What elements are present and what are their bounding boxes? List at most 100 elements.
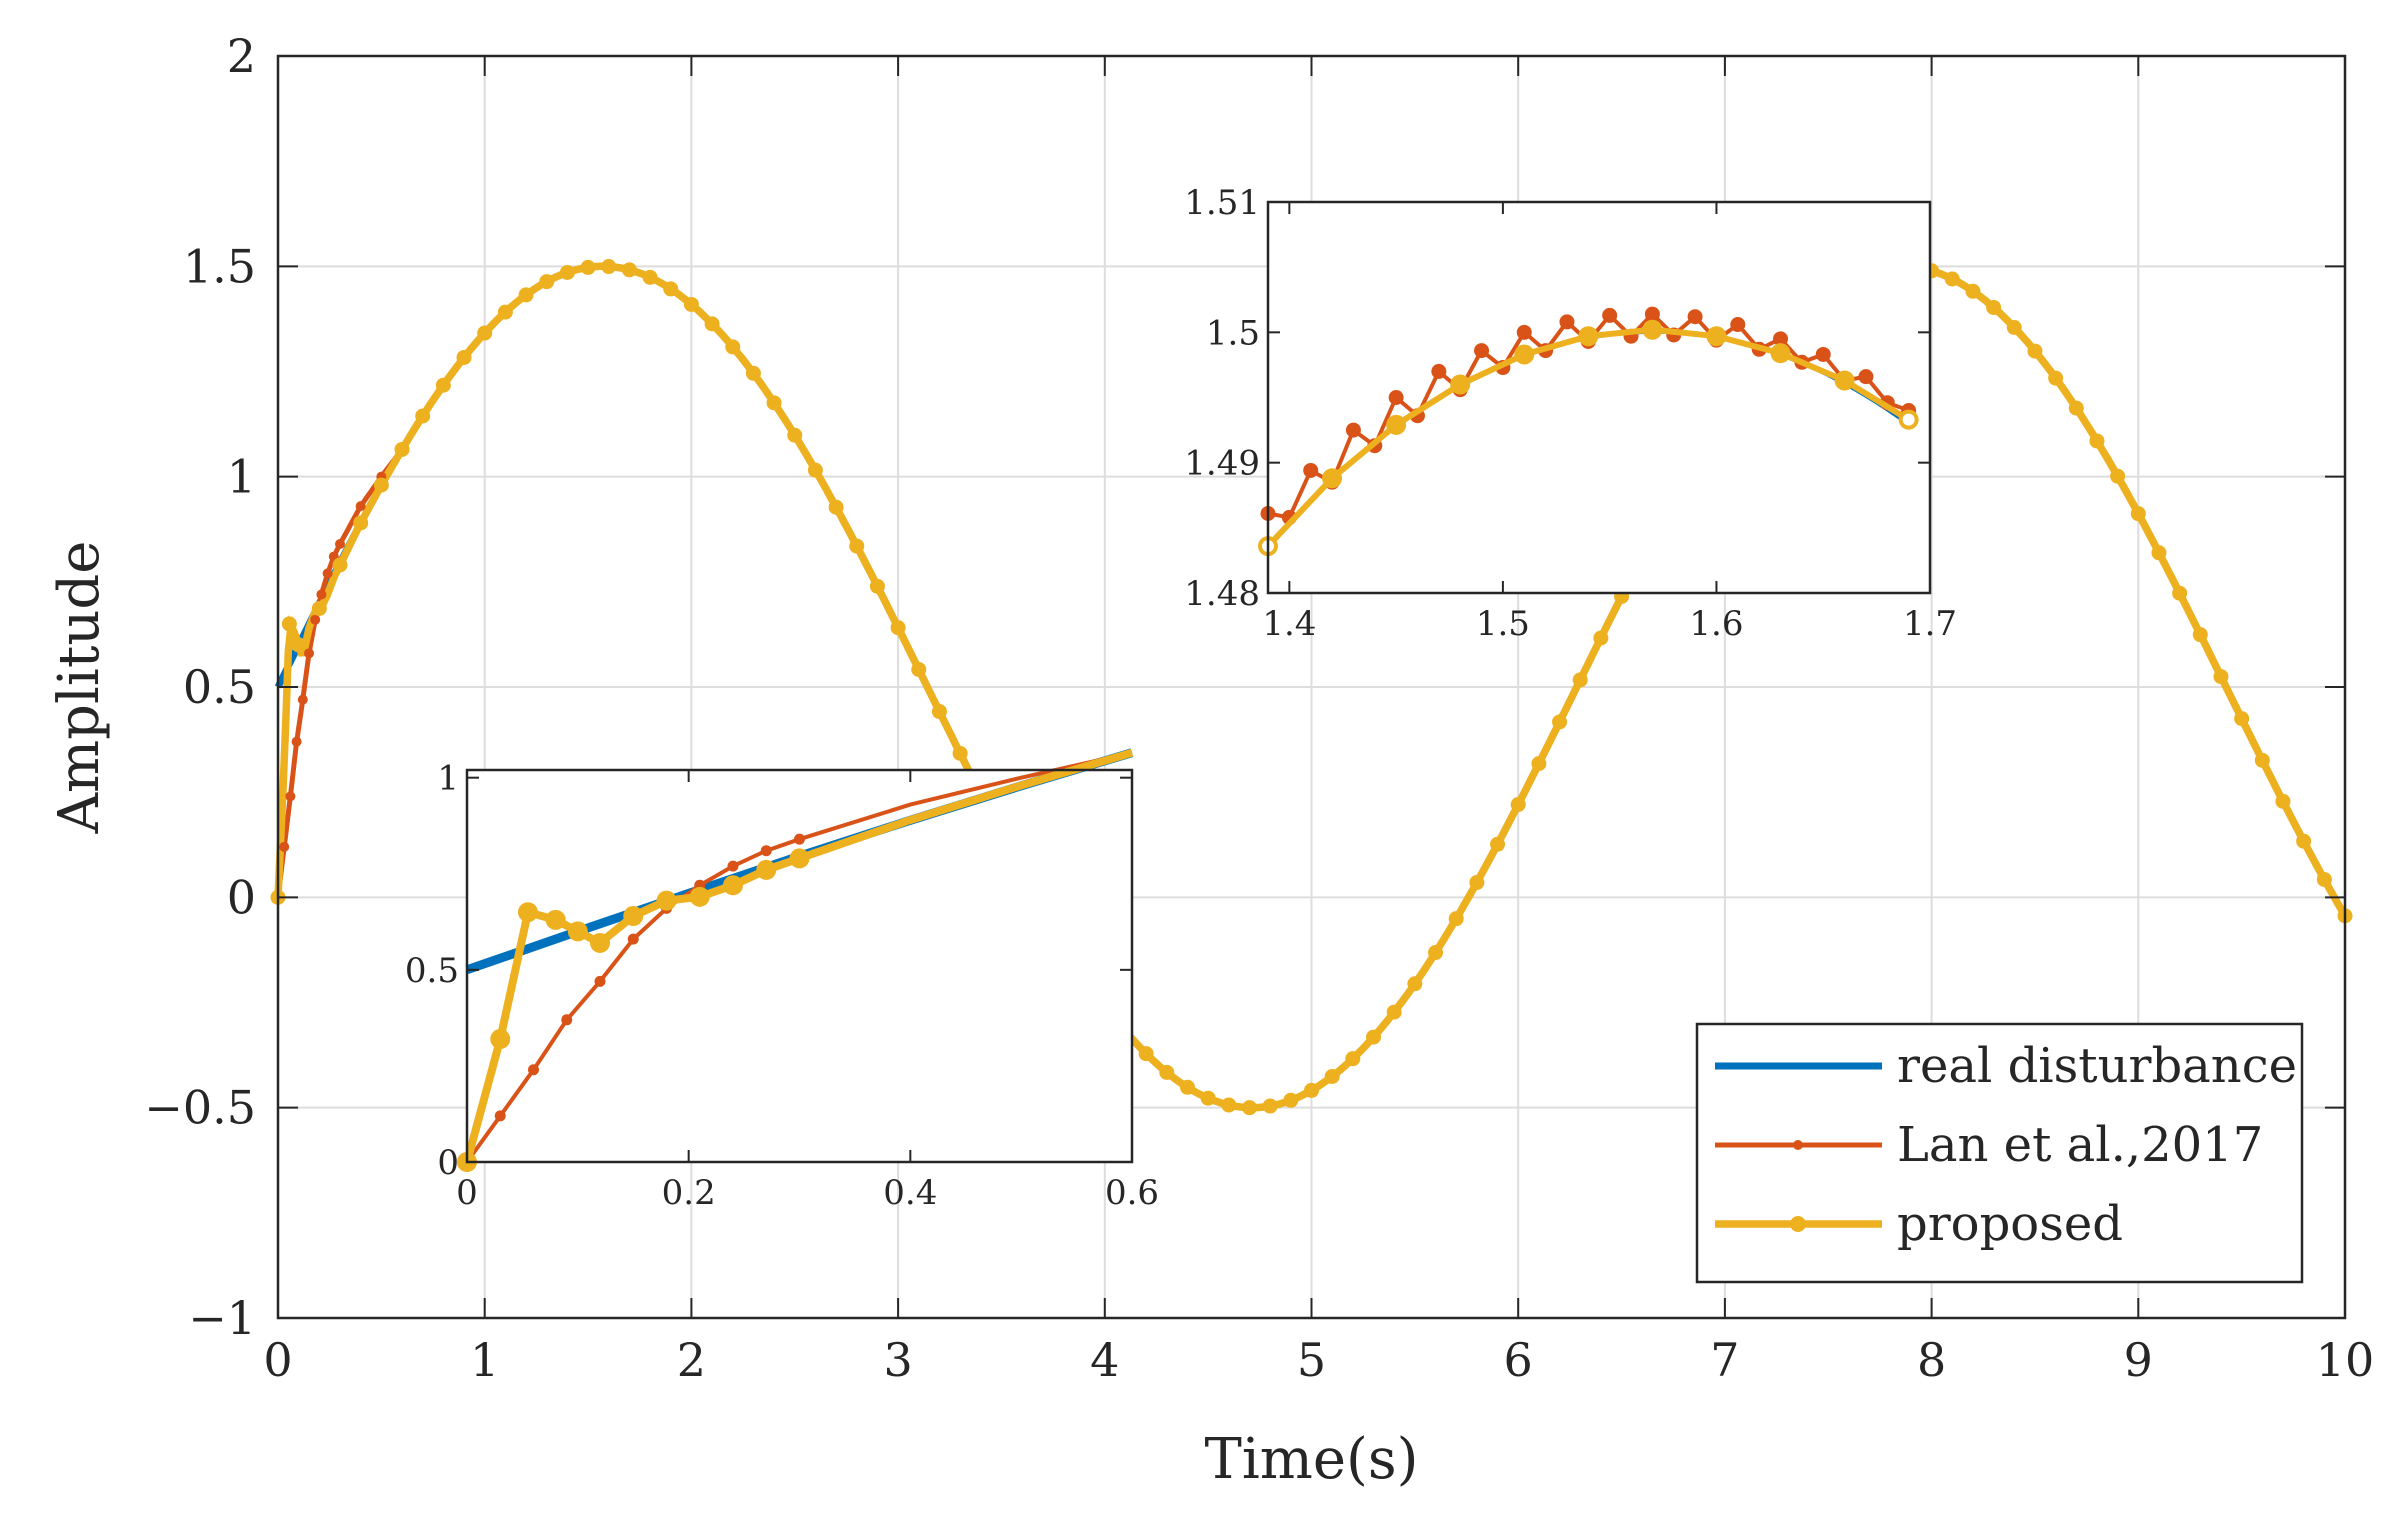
series-proposed-marker <box>1531 756 1547 772</box>
series-proposed-marker <box>1986 299 2002 315</box>
series-proposed-marker <box>415 408 431 424</box>
inset-peak-background <box>1268 202 1930 593</box>
series-proposed-marker <box>1510 797 1526 813</box>
series-proposed-marker <box>1262 1098 1278 1114</box>
inset-start-ytick-label: 0 <box>437 1143 459 1183</box>
series-proposed-marker <box>281 616 297 632</box>
series-proposed-marker <box>952 745 968 761</box>
inset-start-xtick-label: 0.6 <box>1105 1173 1159 1213</box>
y-axis-label: Amplitude <box>47 541 112 835</box>
series-proposed-marker <box>931 704 947 720</box>
inset-peak-proposed-marker <box>1578 326 1599 347</box>
series-proposed-marker <box>1345 1051 1361 1067</box>
series-proposed-marker <box>559 264 575 280</box>
inset-peak-lan-marker <box>1559 314 1575 330</box>
inset-peak-ytick-label: 1.5 <box>1206 313 1260 353</box>
series-proposed-marker <box>1159 1064 1175 1080</box>
inset-start-plot: 0 0.2 0.4 0.6 0 0.5 1 <box>405 748 1159 1213</box>
inset-peak-ytick-label: 1.48 <box>1184 574 1260 614</box>
series-proposed-marker <box>2027 343 2043 359</box>
inset-start-background <box>467 770 1132 1162</box>
inset-start-proposed-marker <box>567 921 588 942</box>
series-lan-marker <box>322 568 333 579</box>
inset-start-lan-marker <box>528 1064 539 1076</box>
main-xtick-label: 7 <box>1710 1333 1739 1387</box>
main-ytick-label: −0.5 <box>144 1081 256 1135</box>
inset-start-xtick-label: 0.2 <box>662 1173 716 1213</box>
x-axis-label: Time(s) <box>1205 1427 1419 1492</box>
series-proposed-marker <box>2089 433 2105 449</box>
series-proposed-marker <box>2254 752 2270 768</box>
series-proposed-marker <box>1283 1092 1299 1108</box>
series-lan-marker <box>297 694 308 705</box>
series-proposed-marker <box>1552 714 1568 730</box>
main-xtick-label: 9 <box>2124 1333 2153 1387</box>
inset-peak-frame <box>1266 200 1932 595</box>
series-proposed-marker <box>1593 630 1609 646</box>
series-proposed-marker <box>683 296 699 312</box>
series-proposed-marker <box>1965 283 1981 299</box>
series-proposed-marker <box>807 462 823 478</box>
inset-peak-xtick-label: 1.6 <box>1689 604 1743 644</box>
series-proposed-marker <box>890 620 906 636</box>
inset-peak-lan-marker <box>1303 462 1319 478</box>
series-proposed-marker <box>1221 1097 1237 1113</box>
series-proposed-marker <box>642 269 658 285</box>
series-proposed-marker <box>1428 945 1444 961</box>
inset-start-proposed-marker <box>789 848 810 869</box>
series-lan-marker <box>335 538 346 549</box>
series-proposed-marker <box>353 515 369 531</box>
inset-start-xtick-label: 0.4 <box>883 1173 937 1213</box>
inset-start-proposed-marker <box>517 902 538 923</box>
series-proposed-marker <box>456 349 472 365</box>
series-proposed-marker <box>373 477 389 493</box>
series-proposed-marker <box>787 427 803 443</box>
series-proposed-marker <box>518 287 534 303</box>
series-proposed-marker <box>2234 711 2250 727</box>
inset-peak-proposed-marker <box>1706 326 1727 347</box>
inset-start-proposed-marker <box>756 859 777 880</box>
series-proposed-marker <box>1304 1082 1319 1098</box>
series-proposed-marker <box>332 557 348 573</box>
series-lan-marker <box>316 589 327 600</box>
series-lan-marker <box>285 791 296 802</box>
series-proposed-marker <box>2192 627 2208 643</box>
main-xtick-label: 10 <box>2316 1333 2375 1387</box>
main-xtick-label: 6 <box>1504 1333 1533 1387</box>
series-proposed-marker <box>828 499 844 515</box>
series-proposed-marker <box>725 339 741 355</box>
inset-peak-lan-marker <box>1431 363 1447 379</box>
inset-start-lan-marker <box>627 933 639 945</box>
legend: real disturbance Lan et al.,2017 proposed <box>1695 1022 2304 1284</box>
main-xtick-label: 4 <box>1090 1333 1119 1387</box>
series-proposed-marker <box>745 365 761 381</box>
inset-start-lan-marker <box>594 975 606 987</box>
series-lan-marker <box>304 648 315 659</box>
main-xtick-label: 8 <box>1917 1333 1946 1387</box>
main-ytick-label: 0.5 <box>183 660 256 714</box>
inset-start-proposed-marker <box>723 875 743 896</box>
inset-peak-proposed-marker <box>1322 468 1343 489</box>
series-proposed-marker <box>497 304 513 320</box>
inset-start-proposed-marker <box>623 906 644 927</box>
series-proposed-marker <box>663 281 679 297</box>
series-proposed-marker <box>2130 506 2146 522</box>
inset-peak-proposed-marker <box>1450 374 1471 395</box>
inset-start-proposed-marker <box>490 1029 511 1050</box>
inset-peak-proposed-marker <box>1642 319 1663 340</box>
legend-entry-label: Lan et al.,2017 <box>1897 1117 2263 1173</box>
inset-start-xtick-label: 0 <box>456 1173 478 1213</box>
inset-peak-ytick-label: 1.49 <box>1184 444 1260 484</box>
main-ytick-label: 1.5 <box>183 239 256 293</box>
series-proposed-marker <box>1366 1029 1382 1045</box>
series-proposed-marker <box>539 274 555 290</box>
series-lan-marker <box>355 501 366 512</box>
inset-peak-lan-marker <box>1773 331 1789 347</box>
series-proposed-marker <box>394 441 410 457</box>
series-proposed-marker <box>311 600 327 616</box>
inset-peak-lan-marker <box>1687 309 1703 325</box>
series-lan-marker <box>291 736 302 747</box>
inset-start-lan-marker <box>794 833 805 845</box>
inset-start-frame <box>465 768 1134 1164</box>
